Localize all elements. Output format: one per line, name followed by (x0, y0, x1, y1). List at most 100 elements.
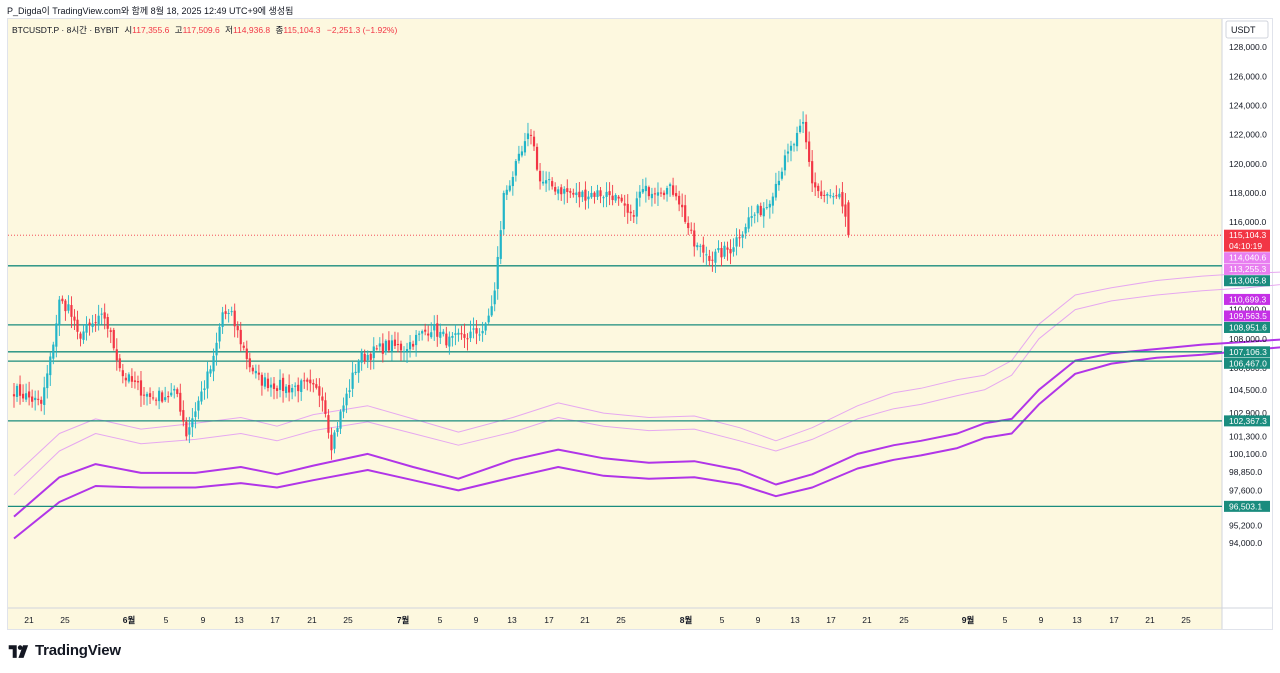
candle-body (678, 195, 681, 205)
candle-body (759, 205, 762, 216)
candle-body (272, 383, 276, 389)
candle-body (402, 351, 406, 353)
candle-body (711, 259, 714, 261)
candle-body (28, 391, 31, 398)
candle-body (723, 245, 726, 257)
candle-body (285, 386, 288, 394)
candle-body (714, 251, 717, 263)
currency-box[interactable]: USDT (1225, 20, 1269, 39)
candle-body (139, 380, 143, 396)
candle-body (109, 330, 112, 332)
candle-body (239, 329, 242, 345)
candle-body (762, 208, 765, 217)
x-tick-label: 5 (438, 615, 443, 625)
candle-body (650, 193, 654, 199)
candle-body (345, 393, 348, 406)
candle-body (511, 177, 514, 187)
candle-body (221, 312, 224, 327)
candle-body (127, 374, 130, 382)
price-badge-label: 102,367.3 (1229, 416, 1267, 426)
candle-body (563, 188, 566, 194)
x-tick-label: 21 (24, 615, 34, 625)
candle-body (154, 399, 158, 401)
candle-body (275, 388, 279, 391)
candle-body (278, 379, 282, 390)
candle-body (750, 216, 753, 218)
candle-body (384, 340, 387, 353)
candle-body (251, 367, 254, 372)
legend-high: 117,509.6 (182, 25, 220, 35)
candle-body (43, 387, 46, 405)
candle-body (300, 380, 303, 392)
candle-body (835, 195, 838, 197)
candle-body (569, 191, 572, 193)
tradingview-brand[interactable]: TradingView (8, 642, 121, 659)
candle-body (173, 388, 176, 391)
brand-name: TradingView (35, 642, 121, 659)
candle-body (46, 373, 49, 389)
candle-body (647, 187, 650, 197)
candle-body (34, 397, 37, 401)
candle-body (418, 333, 421, 335)
candle-body (529, 134, 533, 136)
candle-body (348, 390, 351, 392)
candle-body (478, 334, 481, 336)
candle-body (366, 354, 369, 361)
candle-body (55, 323, 58, 347)
candle-body (632, 215, 635, 217)
candle-body (306, 379, 309, 382)
price-badge-bg (1224, 275, 1270, 287)
candle-body (227, 312, 230, 314)
candle-body (514, 161, 517, 176)
x-tick-label: 9월 (962, 615, 975, 625)
candle-body (245, 348, 248, 359)
candle-body (257, 372, 260, 375)
candle-body (321, 396, 324, 401)
candle-body (747, 217, 750, 229)
candle-body (61, 298, 64, 302)
symbol-legend[interactable]: BTCUSDT.P · 8시간 · BYBIT 시117,355.6 고117,… (12, 24, 397, 36)
x-tick-label: 17 (270, 615, 280, 625)
x-tick-label: 21 (1145, 615, 1155, 625)
candle-body (191, 418, 194, 428)
x-tick-label: 7월 (397, 615, 410, 625)
candle-body (817, 185, 820, 192)
candle-body (614, 195, 617, 201)
candle-body (151, 397, 155, 399)
candle-body (336, 427, 339, 432)
candle-body (342, 405, 345, 412)
candle-body (499, 230, 502, 259)
candle-body (405, 349, 409, 352)
price-badge-label: 115,104.3 (1229, 230, 1266, 240)
candle-body (548, 179, 551, 181)
candle-body (671, 185, 675, 195)
candle-body (106, 317, 109, 329)
candle-body (505, 189, 508, 195)
candle-body (665, 187, 669, 195)
x-tick-label: 21 (307, 615, 317, 625)
candle-body (124, 377, 127, 381)
candle-body (399, 343, 403, 351)
candle-body (182, 410, 185, 422)
x-tick-label: 13 (507, 615, 517, 625)
candle-body (690, 229, 693, 231)
price-badge-label: 107,106.3 (1229, 347, 1267, 357)
candle-body (31, 396, 34, 402)
candle-body (393, 339, 397, 346)
horizontal-levels (8, 265, 1222, 508)
candle-body (442, 331, 445, 335)
x-tick-label: 17 (544, 615, 554, 625)
candle-body (611, 195, 614, 201)
candle-body (653, 193, 657, 195)
candle-body (12, 394, 16, 397)
candle-body (693, 230, 696, 247)
candle-body (684, 205, 687, 222)
chart-frame[interactable] (7, 18, 1273, 630)
candle-body (248, 358, 251, 368)
candle-body (360, 352, 363, 363)
y-tick-label: 126,000.0 (1229, 71, 1267, 81)
candle-body (581, 191, 584, 198)
y-tick-label: 110,000.0 (1229, 305, 1266, 315)
x-tick-label: 13 (1072, 615, 1082, 625)
